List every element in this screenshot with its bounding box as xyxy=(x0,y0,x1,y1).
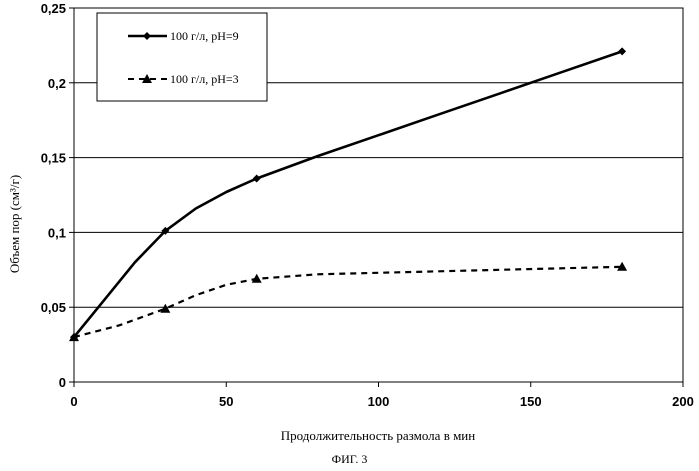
data-point-diamond xyxy=(253,175,261,183)
data-point-triangle xyxy=(252,274,262,283)
x-tick-label: 200 xyxy=(672,394,694,409)
y-tick-label: 0,1 xyxy=(48,225,66,240)
data-point-diamond xyxy=(618,47,626,55)
y-axis-label: Объем пор (см³/г) xyxy=(7,175,22,273)
legend-box xyxy=(97,13,267,101)
series-line-1 xyxy=(74,267,622,337)
y-tick-label: 0,05 xyxy=(41,300,66,315)
y-tick-label: 0,15 xyxy=(41,151,66,166)
x-tick-label: 50 xyxy=(219,394,233,409)
x-tick-labels: 0 50 100 150 200 xyxy=(70,394,693,409)
y-tick-label: 0 xyxy=(59,375,66,390)
x-tick-label: 150 xyxy=(520,394,542,409)
legend-label-ph3: 100 г/л, pH=3 xyxy=(170,72,239,86)
x-tick-label: 0 xyxy=(70,394,77,409)
y-tick-labels: 0 0,05 0,1 0,15 0,2 0,25 xyxy=(41,1,66,390)
legend-label-ph9: 100 г/л, pH=9 xyxy=(170,29,239,43)
x-axis-label: Продолжительность размола в мин xyxy=(281,428,476,443)
legend: 100 г/л, pH=9 100 г/л, pH=3 xyxy=(97,13,267,101)
x-tick-label: 100 xyxy=(368,394,390,409)
y-tick-label: 0,25 xyxy=(41,1,66,16)
figure-caption: ФИГ. 3 xyxy=(0,452,699,467)
y-tick-label: 0,2 xyxy=(48,76,66,91)
